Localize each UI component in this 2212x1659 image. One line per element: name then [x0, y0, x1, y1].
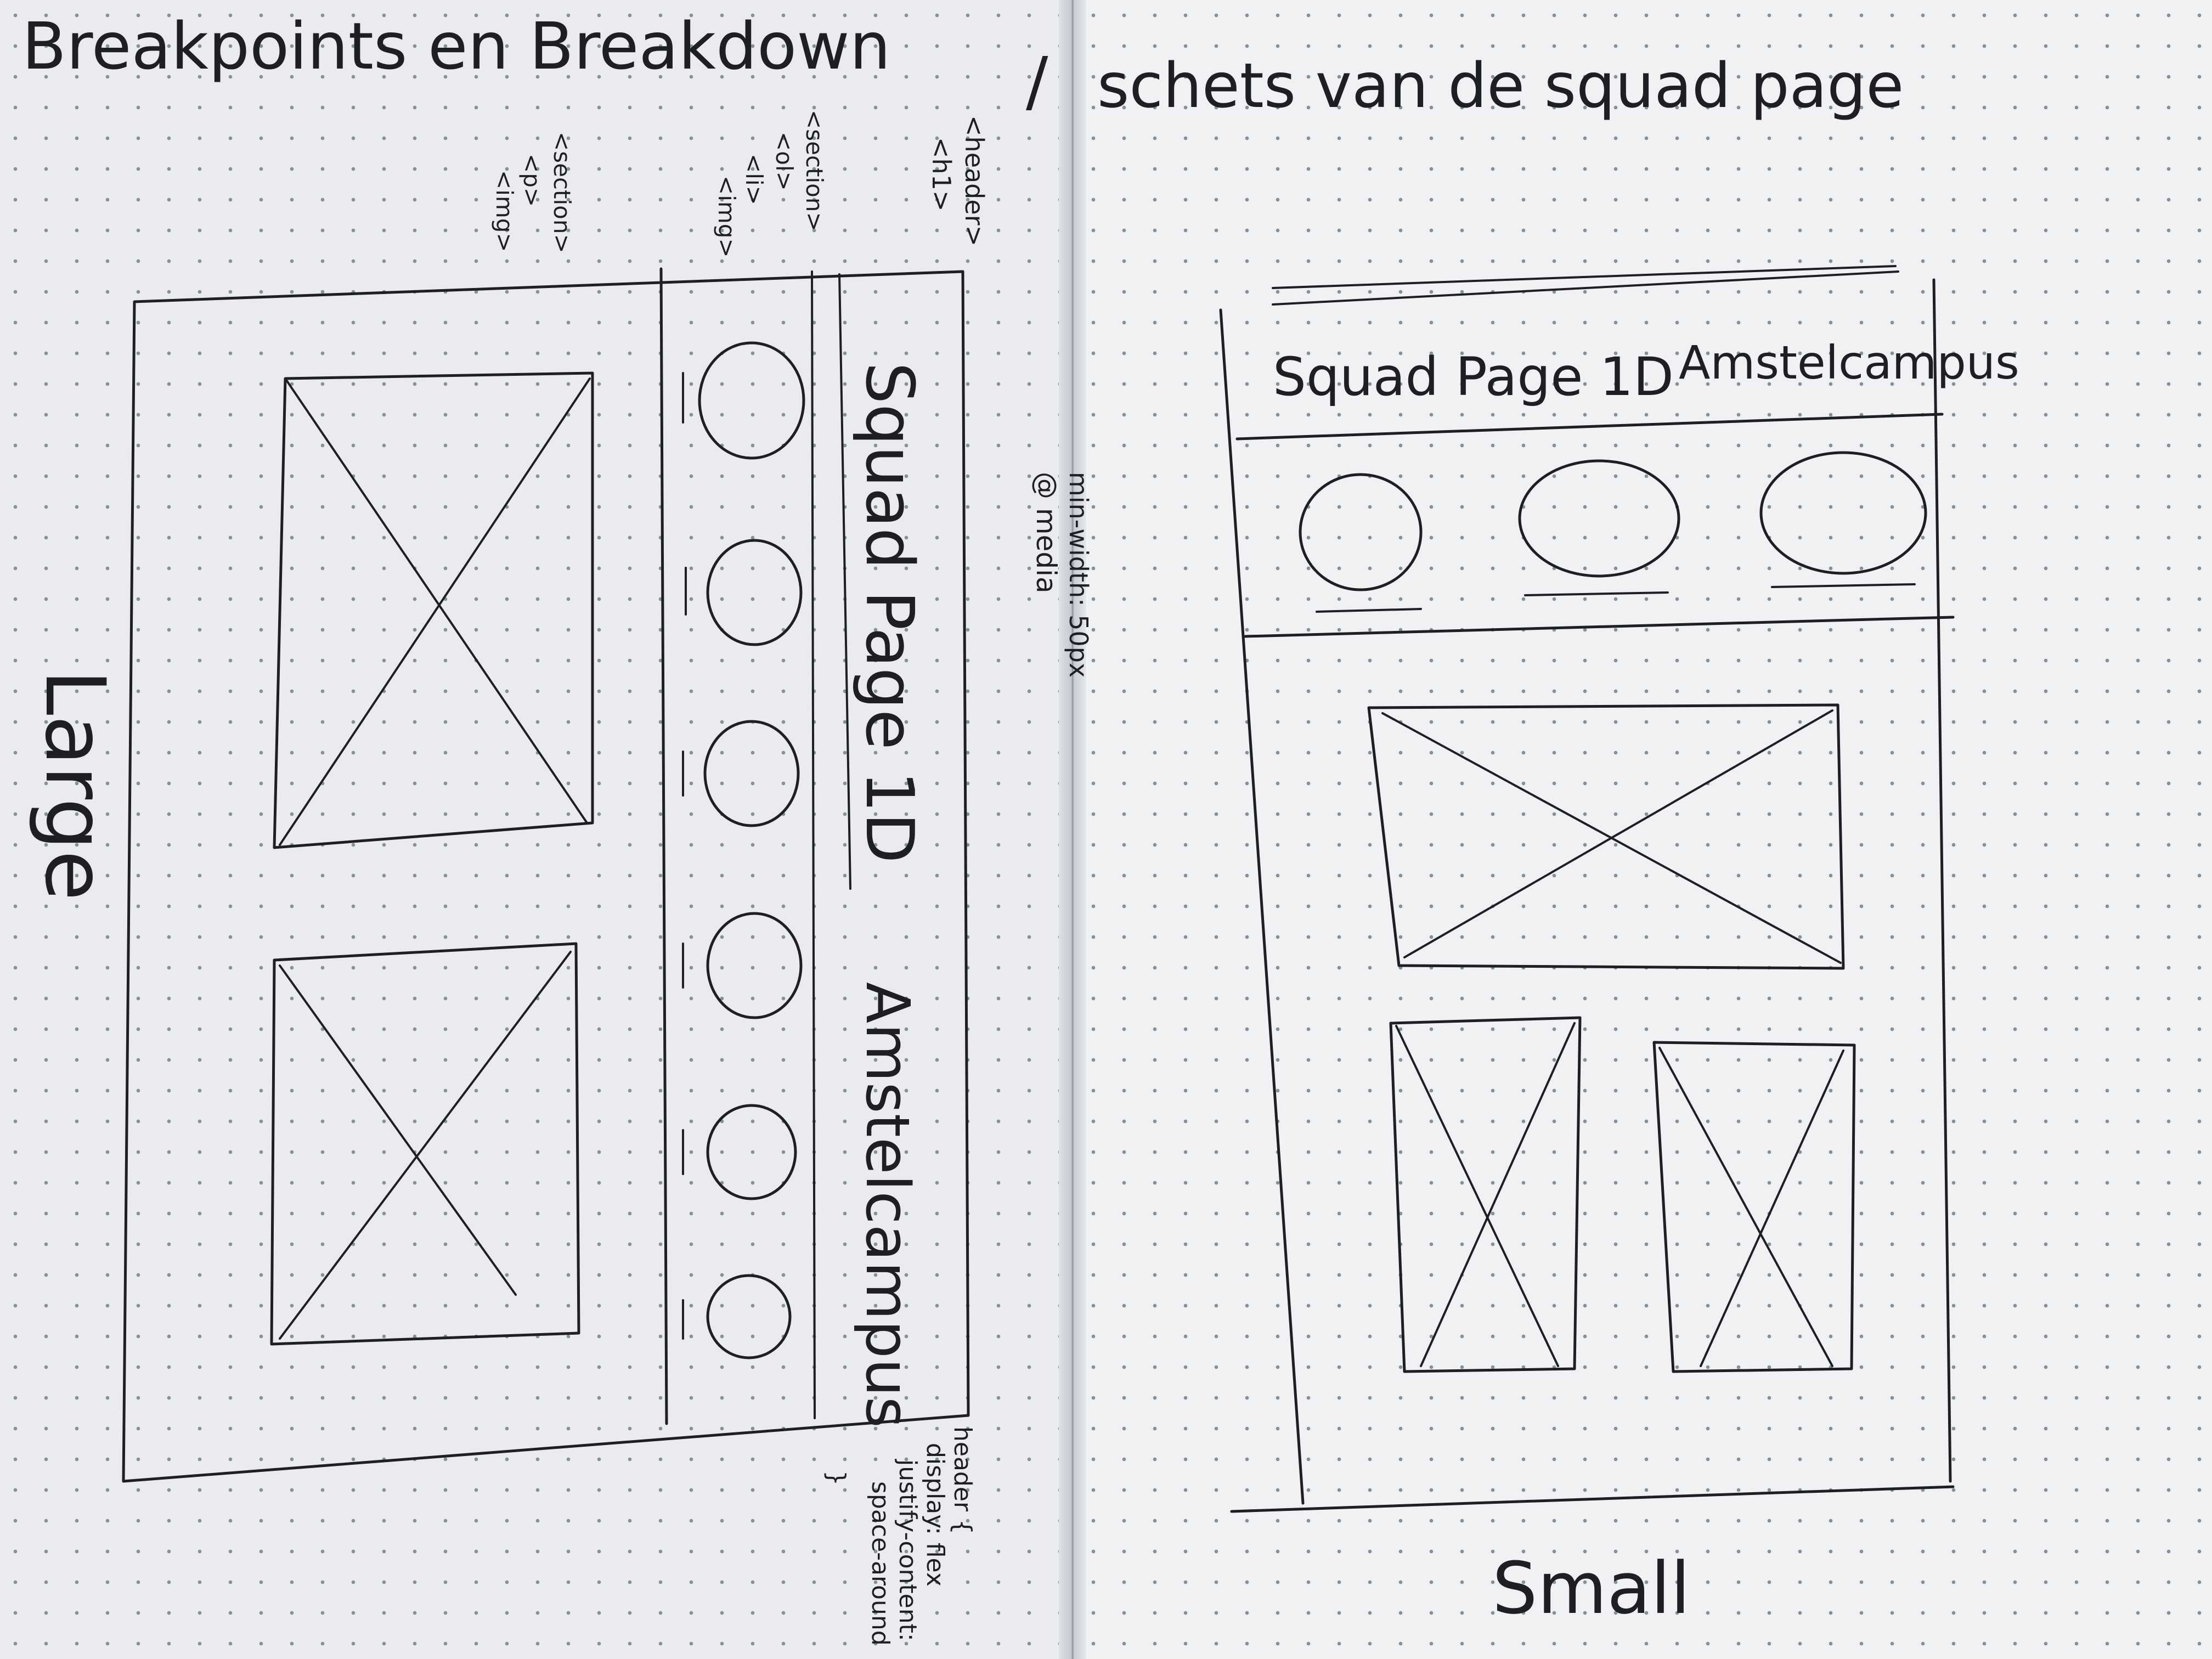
- large-header-location: Amstelcampus: [853, 982, 923, 1428]
- large-section-divider: [659, 267, 668, 1425]
- title-separator: /: [1026, 44, 1048, 120]
- css-note-line: space-around: [866, 1481, 894, 1646]
- avatar-circle: [1759, 451, 1927, 575]
- small-wireframe-frame: [1219, 265, 1955, 1513]
- right-page-title: schets van de squad page: [1097, 50, 1904, 122]
- small-image-placeholder: [1652, 1041, 1856, 1373]
- breakdown-item: <section>: [549, 132, 575, 253]
- avatar-circle: [703, 720, 800, 827]
- css-note: header { display: flex justify-content: …: [822, 1426, 977, 1646]
- large-image-placeholder: [273, 371, 594, 849]
- notebook-right-page: [1078, 0, 2212, 1659]
- breakdown-item: <img>: [491, 170, 518, 252]
- css-note-line: display: flex: [921, 1443, 949, 1587]
- left-page-title: Breakpoints en Breakdown: [22, 8, 890, 84]
- breakdown-section2-group: <section> <p> <img>: [491, 132, 575, 253]
- large-header-title: Squad Page 1D: [851, 362, 927, 864]
- small-avatar-list: [1299, 451, 1927, 613]
- breakdown-item: <section>: [801, 110, 828, 232]
- css-note-line: header {: [949, 1426, 977, 1534]
- avatar-circle: [706, 1274, 792, 1359]
- large-image-placeholder: [270, 942, 580, 1346]
- css-note-line: }: [822, 1470, 850, 1486]
- small-header-title: Squad Page 1D: [1273, 346, 1674, 408]
- notebook-spine: [1059, 0, 1086, 1659]
- avatar-circle: [706, 1104, 797, 1200]
- large-header-mid-line: [838, 273, 851, 890]
- avatar-label-line: [1316, 608, 1422, 613]
- avatar-circle: [706, 912, 803, 1019]
- large-header-divider: [811, 270, 816, 1419]
- large-wireframe-frame: [122, 270, 970, 1483]
- breakdown-item: <li>: [741, 154, 768, 205]
- avatar-circle: [698, 341, 805, 460]
- breakdown-header-group: <header> <h1>: [927, 115, 989, 246]
- notebook-left-page: [0, 0, 1073, 1659]
- large-label: Large: [27, 669, 122, 901]
- large-header: Squad Page 1D Amstelcampus: [851, 362, 927, 1428]
- avatar-label-line: [1771, 583, 1916, 588]
- avatar-circle: [1299, 473, 1423, 591]
- breakdown-item: <header>: [960, 115, 989, 246]
- breakdown-item: <img>: [713, 176, 740, 258]
- avatar-circle: [1518, 459, 1680, 578]
- avatar-circle: [706, 539, 803, 646]
- avatar-label-line: [1524, 591, 1669, 596]
- large-avatar-list: [682, 341, 805, 1359]
- breakdown-item: <p>: [518, 154, 545, 207]
- breakdown-section-group: <section> <ol> <li> <img>: [713, 110, 828, 258]
- breakdown-item: <ol>: [771, 132, 798, 191]
- small-image-placeholder: [1389, 1016, 1582, 1373]
- small-label: Small: [1492, 1547, 1690, 1630]
- large-label-group: Large: [27, 669, 122, 901]
- small-image-placeholder-wide: [1367, 703, 1845, 970]
- css-note-line: justify-content:: [894, 1459, 922, 1641]
- small-header-location: Amstelcampus: [1679, 336, 2019, 390]
- media-query-note: @ media min-width: 50px: [1030, 472, 1093, 678]
- media-note-line: min-width: 50px: [1064, 472, 1093, 678]
- breakdown-item: <h1>: [927, 137, 956, 212]
- media-note-line: @ media: [1030, 472, 1062, 594]
